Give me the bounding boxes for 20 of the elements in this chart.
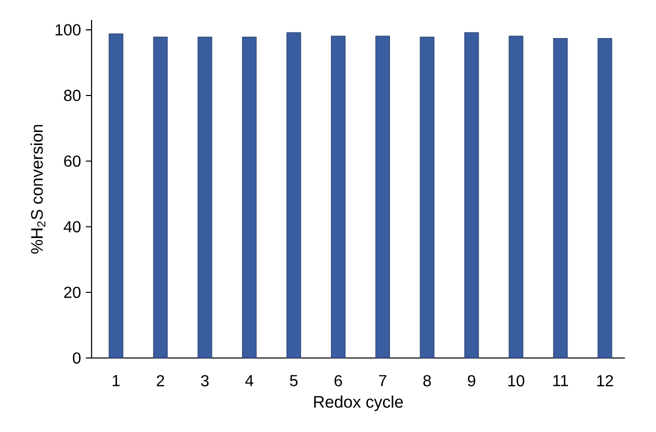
x-tick-label: 12 [597,375,613,386]
y-axis-title: %H$_{2}$S conversion [30,124,46,254]
y-tick-label: 40 [64,221,81,232]
x-tick-label: 4 [245,375,254,386]
x-tick-label: 6 [334,375,342,386]
y-tick-label: 60 [64,155,81,167]
x-tick-label: 9 [468,375,476,386]
x-tick-label: 3 [201,375,209,386]
y-tick-label: 80 [64,90,81,102]
x-tick-label: 1 [112,375,120,386]
x-tick-label: 5 [290,375,298,386]
x-tick-label: 8 [423,375,431,386]
x-tick-label: 7 [379,375,386,386]
x-tick-label: 2 [156,375,164,386]
x-tick-label: 11 [553,375,568,386]
y-tick-label: 100 [56,24,81,36]
x-tick-label: 10 [508,375,524,386]
x-axis-title: Redox cycle [314,396,403,412]
y-tick-label: 20 [64,286,81,298]
y-tick-label: 0 [72,352,81,364]
